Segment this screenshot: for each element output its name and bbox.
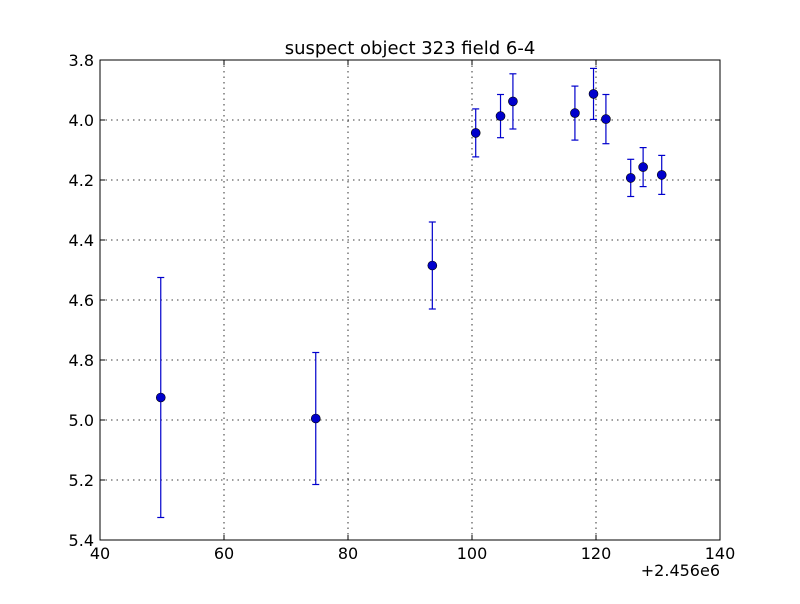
y-tick-label: 5.4: [69, 531, 94, 550]
x-tick-labels: 40 60 80 100 120 140: [90, 544, 735, 563]
data-point: [588, 89, 599, 99]
x-tick-label: 60: [214, 544, 234, 563]
y-tick-label: 5.0: [69, 411, 94, 430]
data-point: [601, 114, 611, 124]
x-tick-label: 40: [90, 544, 110, 563]
y-tick-label: 3.8: [69, 51, 94, 70]
data-point: [427, 260, 438, 271]
y-tick-labels: 3.8 4.0 4.2 4.4 4.6 4.8 5.0 5.2 5.4: [69, 51, 94, 550]
data-point: [656, 170, 667, 180]
error-bars: [157, 67, 666, 519]
data-point: [625, 173, 636, 183]
y-tick-label: 4.2: [69, 171, 94, 190]
x-tick-label: 140: [705, 544, 736, 563]
x-tick-label: 100: [457, 544, 488, 563]
data-point: [470, 128, 481, 138]
x-axis-offset-label: +2.456e6: [641, 561, 720, 580]
grid: [100, 60, 720, 540]
data-point: [508, 96, 518, 107]
x-tick-label: 120: [581, 544, 612, 563]
plot-area-frame: [99, 59, 721, 541]
data-point: [495, 111, 506, 121]
data-markers: [155, 89, 667, 424]
y-tick-label: 4.4: [69, 231, 94, 250]
y-tick-label: 4.8: [69, 351, 94, 370]
y-tick-label: 4.6: [69, 291, 94, 310]
data-point: [155, 392, 166, 403]
data-point: [570, 108, 580, 118]
y-tick-label: 4.0: [69, 111, 94, 130]
data-point: [310, 413, 321, 424]
data-point: [638, 162, 648, 172]
chart-title: suspect object 323 field 6-4: [285, 38, 536, 59]
tick-marks: [99, 59, 721, 541]
y-tick-label: 5.2: [69, 471, 94, 490]
x-tick-label: 80: [338, 544, 358, 563]
